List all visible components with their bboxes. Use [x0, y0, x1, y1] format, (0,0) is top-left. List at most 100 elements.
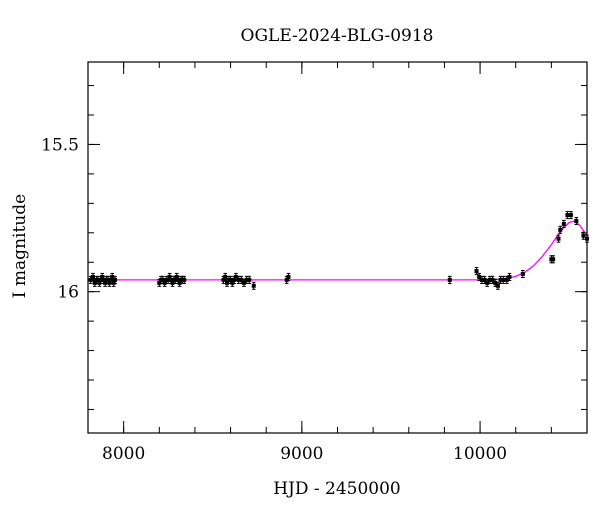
data-point: [113, 275, 118, 284]
data-point: [247, 275, 252, 284]
data-point: [507, 272, 512, 281]
data-point: [568, 211, 573, 220]
data-point: [556, 234, 561, 243]
point-marker: [103, 280, 108, 285]
data-point: [495, 281, 500, 290]
point-marker: [92, 280, 97, 285]
point-marker: [551, 257, 556, 262]
point-marker: [167, 274, 172, 279]
point-marker: [574, 219, 579, 223]
chart-title: OGLE-2024-BLG-0918: [241, 26, 434, 46]
point-marker: [230, 280, 235, 285]
point-marker: [157, 280, 162, 285]
point-marker: [113, 277, 118, 282]
point-marker: [520, 272, 525, 276]
point-marker: [90, 274, 95, 279]
point-marker: [221, 277, 226, 282]
point-marker: [565, 213, 570, 218]
x-tick-label: 8000: [102, 444, 145, 464]
data-point: [474, 267, 479, 276]
point-marker: [236, 277, 241, 282]
point-marker: [493, 280, 498, 285]
data-point: [581, 231, 586, 240]
point-marker: [223, 274, 228, 279]
point-marker: [108, 277, 113, 282]
point-marker: [507, 274, 512, 279]
point-marker: [247, 277, 252, 282]
point-marker: [485, 280, 490, 285]
data-point: [88, 275, 93, 284]
point-marker: [558, 227, 563, 232]
point-marker: [111, 280, 116, 285]
point-marker: [479, 277, 484, 282]
point-marker: [98, 277, 103, 282]
point-marker: [95, 277, 100, 282]
point-marker: [170, 280, 175, 285]
axis-ticks: [87, 62, 588, 433]
point-marker: [228, 277, 233, 282]
point-marker: [501, 277, 506, 282]
data-point: [251, 281, 256, 290]
point-marker: [284, 277, 289, 282]
point-marker: [97, 280, 102, 285]
point-marker: [244, 277, 249, 282]
data-point: [561, 219, 566, 228]
data-points-layer: [88, 211, 589, 290]
point-marker: [239, 277, 244, 282]
model-curve: [88, 220, 588, 281]
point-marker: [110, 274, 115, 279]
data-point: [520, 269, 525, 279]
y-tick-label: 15.5: [41, 135, 79, 155]
data-point: [447, 275, 452, 284]
point-marker: [232, 277, 237, 282]
point-marker: [286, 274, 291, 279]
data-point: [551, 255, 556, 264]
point-marker: [568, 213, 573, 218]
x-axis-label: HJD - 2450000: [273, 479, 401, 499]
point-marker: [174, 274, 179, 279]
x-tick-label: 9000: [280, 444, 323, 464]
point-marker: [561, 221, 566, 226]
point-marker: [107, 280, 112, 285]
point-marker: [498, 277, 503, 282]
point-marker: [495, 283, 500, 288]
point-marker: [166, 277, 171, 282]
tick-labels: 8000 9000 10000 15.5 16: [41, 135, 507, 464]
point-marker: [176, 277, 181, 282]
point-marker: [162, 280, 167, 285]
point-marker: [169, 277, 174, 282]
data-point: [239, 275, 244, 284]
point-marker: [251, 283, 256, 288]
point-marker: [490, 277, 495, 282]
plot-frame: [87, 61, 588, 434]
point-marker: [504, 277, 509, 282]
point-marker: [225, 280, 230, 285]
point-marker: [581, 233, 586, 238]
data-point: [565, 211, 570, 220]
point-marker: [556, 236, 561, 241]
point-marker: [477, 274, 482, 279]
point-marker: [241, 280, 246, 285]
x-tick-label: 10000: [453, 444, 507, 464]
point-marker: [88, 277, 93, 282]
point-marker: [105, 277, 110, 282]
point-marker: [100, 274, 105, 279]
point-marker: [173, 277, 178, 282]
point-marker: [447, 277, 452, 282]
data-point: [485, 278, 490, 287]
y-tick-label: 16: [57, 283, 79, 303]
model-curve-layer: [88, 220, 588, 281]
y-axis-label: I magnitude: [10, 194, 30, 298]
data-point: [574, 216, 579, 226]
point-marker: [182, 277, 187, 282]
data-point: [182, 275, 187, 284]
data-point: [286, 272, 291, 281]
point-marker: [101, 277, 106, 282]
point-marker: [474, 269, 479, 274]
point-marker: [160, 277, 165, 282]
point-marker: [482, 277, 487, 282]
data-point: [558, 225, 563, 234]
point-marker: [177, 280, 182, 285]
data-point: [501, 275, 506, 284]
